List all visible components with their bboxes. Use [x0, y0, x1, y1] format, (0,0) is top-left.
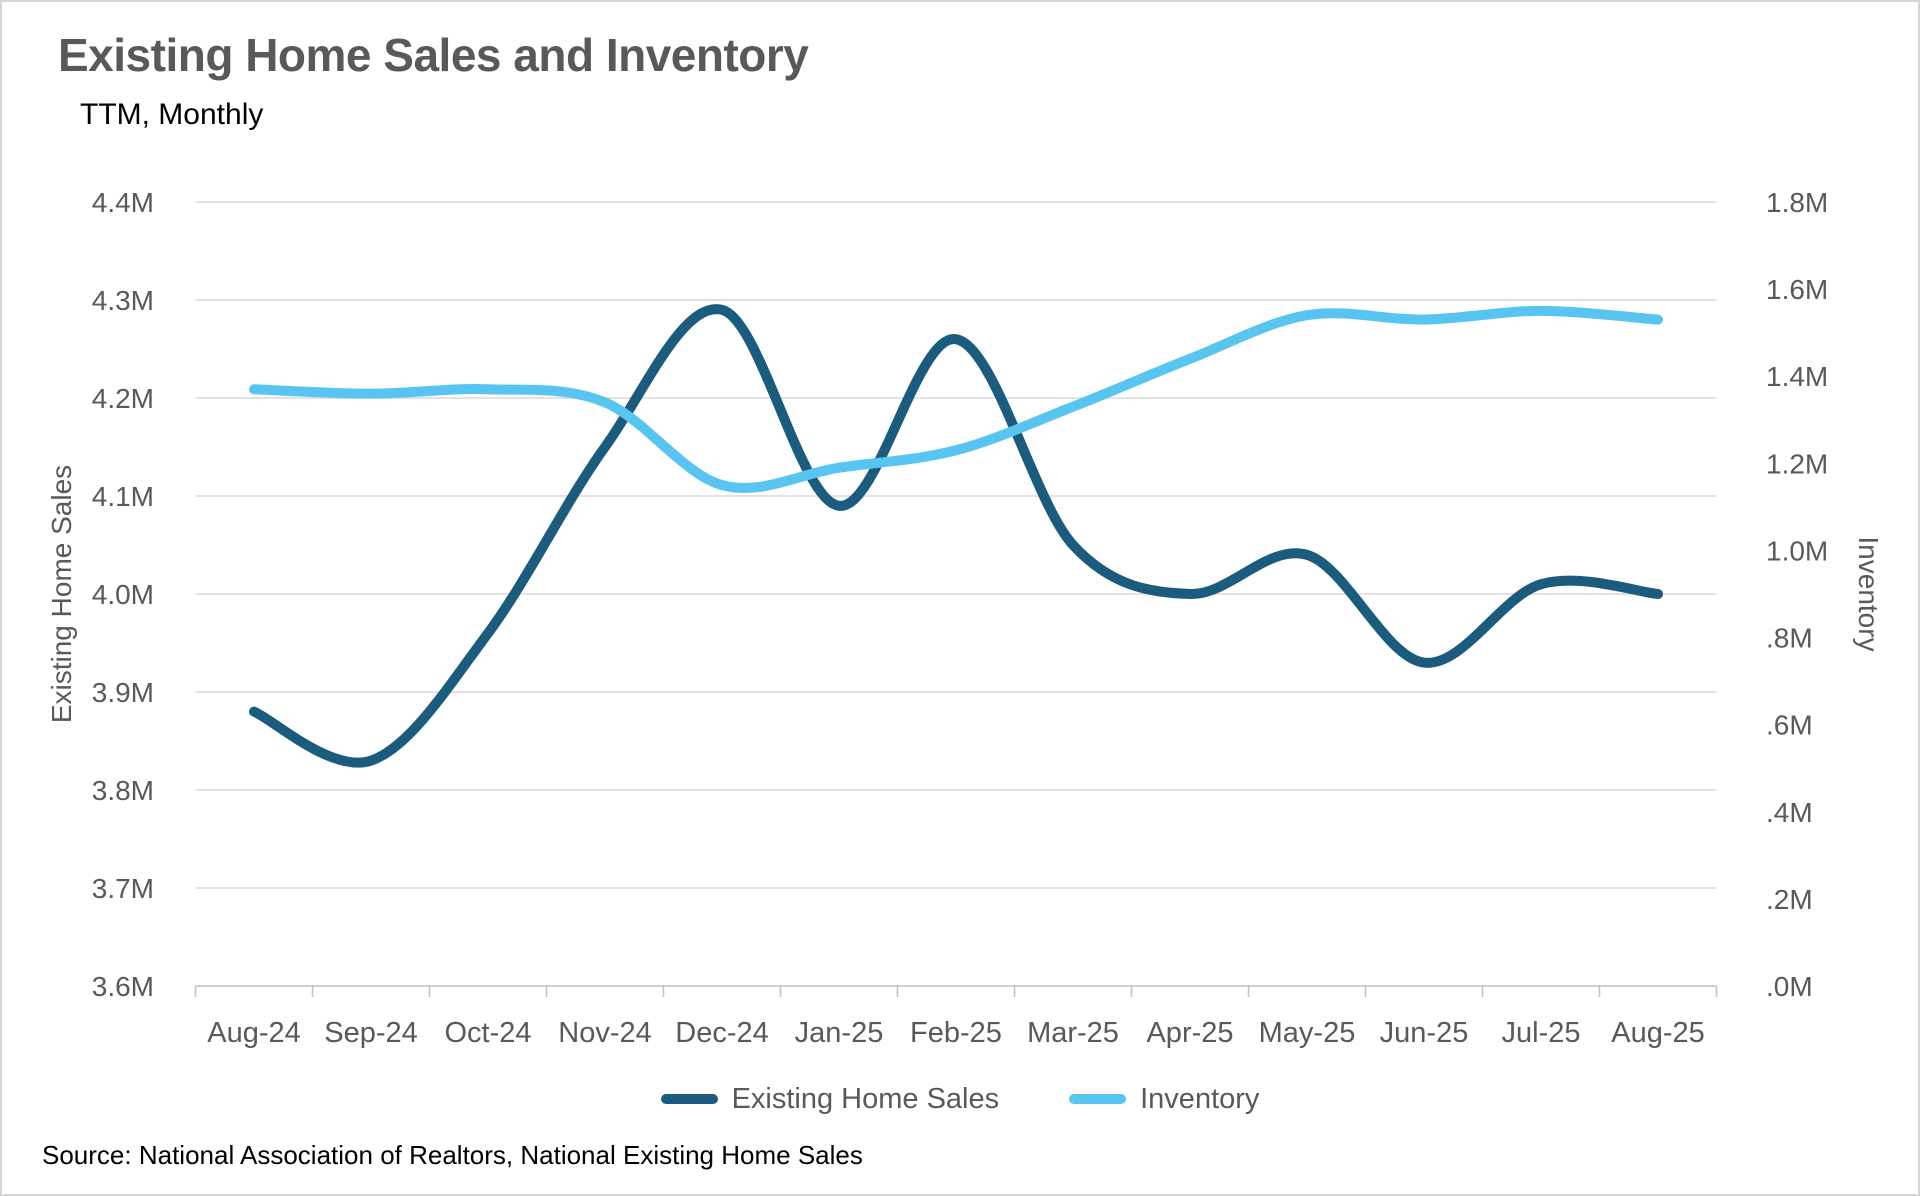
source-note: Source: National Association of Realtors…: [42, 1140, 863, 1170]
right-axis-tick-label: 1.8M: [1766, 187, 1828, 218]
right-axis-tick-label: .0M: [1766, 971, 1813, 1002]
right-axis-tick-label: 1.0M: [1766, 535, 1828, 566]
legend-swatch: [660, 1094, 718, 1104]
right-axis-tick-label: .8M: [1766, 623, 1813, 654]
x-axis-label: May-25: [1259, 1017, 1356, 1049]
legend-label: Inventory: [1140, 1082, 1260, 1115]
x-axis-label: Oct-24: [444, 1017, 531, 1049]
left-axis-tick-label: 3.8M: [92, 775, 154, 806]
legend-label: Existing Home Sales: [731, 1082, 1000, 1115]
series-line-inventory: [249, 305, 1663, 494]
right-axis-tick-label: 1.4M: [1766, 361, 1828, 392]
series-line-existing-home-sales: [249, 304, 1663, 768]
legend-swatch: [1069, 1094, 1127, 1104]
left-axis-tick-label: 4.1M: [92, 481, 154, 512]
x-axis-label: Apr-25: [1146, 1017, 1233, 1049]
legend: Existing Home Sales Inventory: [2, 1074, 1918, 1124]
left-axis-tick-label: 3.6M: [92, 971, 154, 1002]
right-axis-tick-label: .4M: [1766, 797, 1813, 828]
left-axis-tick-label: 4.3M: [92, 285, 154, 316]
left-axis-tick-label: 3.9M: [92, 677, 154, 708]
left-axis-tick-label: 3.7M: [92, 873, 154, 904]
x-axis-label: Jul-25: [1502, 1017, 1581, 1049]
left-axis-tick-label: 4.2M: [92, 383, 154, 414]
x-axis-label: Feb-25: [910, 1017, 1002, 1049]
x-axis-label: Mar-25: [1027, 1017, 1119, 1049]
chart-title: Existing Home Sales and Inventory: [58, 29, 809, 81]
right-axis-tick-label: 1.6M: [1766, 274, 1828, 305]
x-axis-label: Jun-25: [1380, 1017, 1469, 1049]
x-axis-label: Jan-25: [795, 1017, 884, 1049]
left-axis-tick-label: 4.4M: [92, 187, 154, 218]
chart-subtitle: TTM, Monthly: [80, 98, 264, 131]
x-axis-label: Aug-24: [207, 1017, 301, 1049]
legend-item-existing-home-sales: Existing Home Sales: [660, 1082, 1000, 1116]
left-axis-tick-label: 4.0M: [92, 579, 154, 610]
x-axis-label: Dec-24: [675, 1017, 769, 1049]
legend-item-inventory: Inventory: [1069, 1083, 1259, 1116]
x-axis-label: Aug-25: [1611, 1017, 1705, 1049]
x-axis-label: Nov-24: [558, 1017, 652, 1049]
right-axis-tick-label: .2M: [1766, 884, 1813, 915]
right-axis-tick-label: 1.2M: [1766, 448, 1828, 479]
x-axis-label: Sep-24: [324, 1017, 418, 1049]
right-axis-tick-label: .6M: [1766, 710, 1813, 741]
